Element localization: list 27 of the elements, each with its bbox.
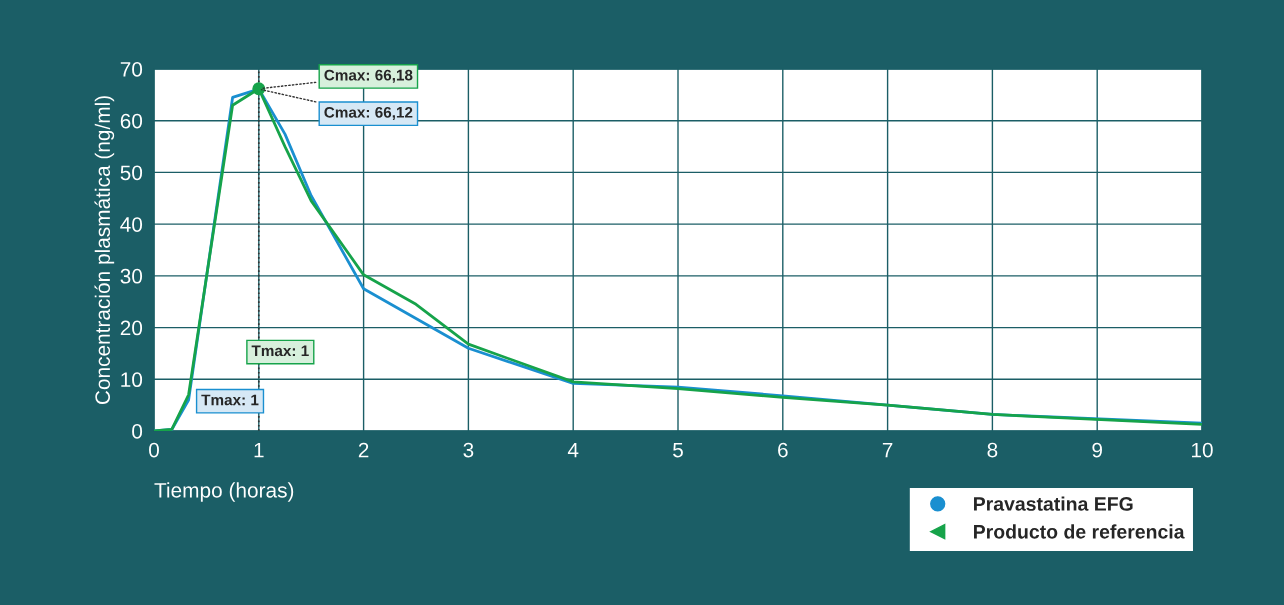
x-tick-label: 0 xyxy=(149,442,159,458)
legend-label: Producto de referencia xyxy=(974,524,1185,539)
y-axis-title: Concentración plasmática (ng/ml) xyxy=(94,96,115,405)
x-tick-label: 1 xyxy=(254,442,264,458)
x-tick-label: 3 xyxy=(463,442,474,458)
y-tick-label: 20 xyxy=(120,320,143,336)
x-tick-label: 8 xyxy=(987,442,998,458)
x-tick-label: 6 xyxy=(778,442,788,458)
x-tick-label: 2 xyxy=(358,442,369,458)
legend-label: Pravastatina EFG xyxy=(974,496,1133,511)
annotation: Cmax: 66,18 xyxy=(324,69,413,83)
x-axis-title: Tiempo (horas) xyxy=(154,482,294,502)
y-tick-label: 0 xyxy=(132,424,143,439)
y-tick-label: 30 xyxy=(120,268,143,284)
x-tick-label: 9 xyxy=(1092,442,1103,458)
x-tick-label: 7 xyxy=(882,442,893,458)
x-tick-label: 4 xyxy=(567,442,579,458)
annotation: Cmax: 66,12 xyxy=(324,106,413,120)
y-tick-label: 60 xyxy=(120,113,143,129)
y-tick-label: 40 xyxy=(120,217,143,232)
annotation: Tmax: 1 xyxy=(201,394,259,406)
y-tick-label: 10 xyxy=(121,372,143,388)
x-tick-label: 10 xyxy=(1192,442,1213,458)
annotation: Tmax: 1 xyxy=(251,345,309,357)
y-tick-label: 70 xyxy=(120,62,143,77)
y-tick-label: 50 xyxy=(120,165,143,181)
x-tick-label: 5 xyxy=(673,442,683,458)
